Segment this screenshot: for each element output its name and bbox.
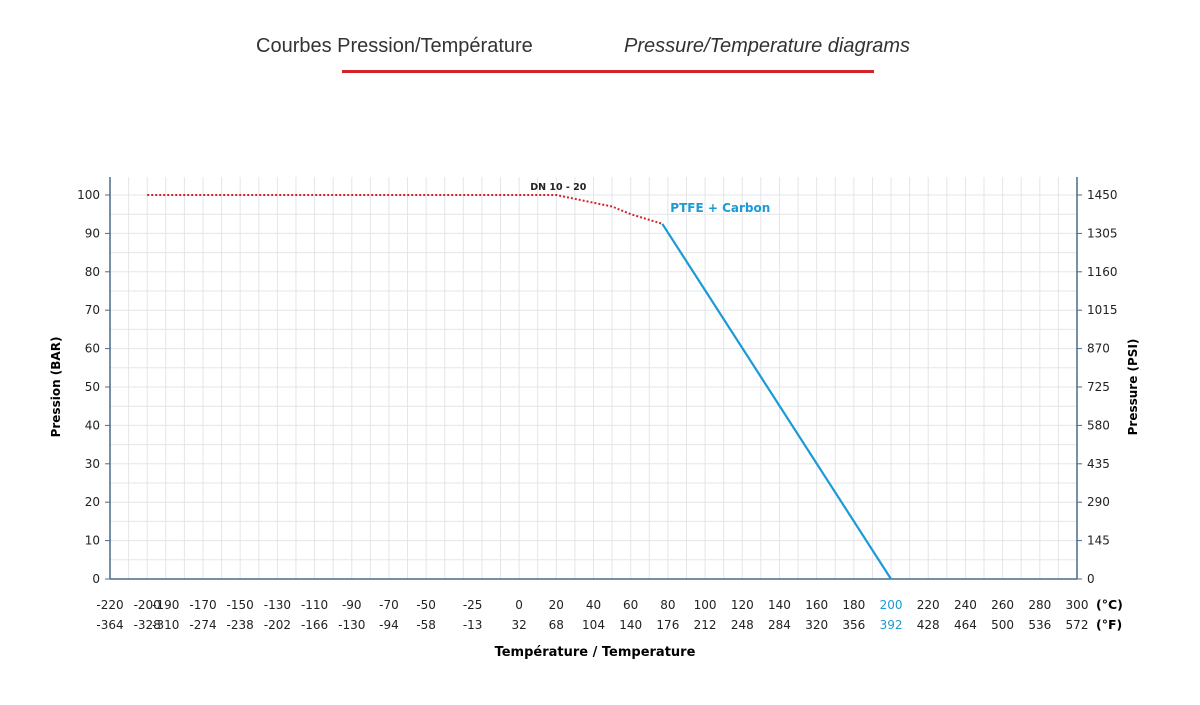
x-unit-celsius: (°C) (1096, 597, 1123, 612)
series-label-dn: DN 10 - 20 (530, 182, 587, 193)
y-tick-label-left: 80 (85, 265, 100, 279)
x-tick-label-fahrenheit: -364 (96, 618, 123, 632)
x-tick-label-celsius: 180 (842, 598, 865, 612)
y-tick-label-left: 30 (85, 457, 100, 471)
y-tick-label-right: 0 (1087, 572, 1095, 586)
x-tick-label-celsius: 80 (660, 598, 675, 612)
x-tick-label-fahrenheit: -238 (227, 618, 254, 632)
x-tick-label-celsius: 40 (586, 598, 601, 612)
x-tick-label-fahrenheit: 176 (656, 618, 679, 632)
x-tick-label-celsius: 20 (549, 598, 564, 612)
y-tick-label-right: 1160 (1087, 265, 1118, 279)
x-tick-label-fahrenheit: 212 (694, 618, 717, 632)
x-tick-label-celsius: -170 (189, 598, 216, 612)
x-tick-label-celsius: 300 (1066, 598, 1089, 612)
x-unit-fahrenheit: (°F) (1096, 617, 1122, 632)
x-tick-label-celsius: -70 (379, 598, 399, 612)
y-tick-label-right: 1305 (1087, 226, 1118, 240)
x-tick-label-celsius: -150 (227, 598, 254, 612)
x-tick-label-fahrenheit: -58 (416, 618, 436, 632)
grid (109, 177, 1078, 580)
x-tick-label-fahrenheit: 320 (805, 618, 828, 632)
x-tick-label-celsius: -25 (463, 598, 483, 612)
tick-labels: 0 10 20 30 40 50 60 70 80 90 100 0 145 290 435 580 725 87… (77, 188, 1117, 632)
x-tick-label-celsius: 160 (805, 598, 828, 612)
title-french: Courbes Pression/Température (256, 35, 533, 57)
x-tick-label-fahrenheit: -94 (379, 618, 399, 632)
x-tick-label-celsius: -190 (152, 598, 179, 612)
page-header: Courbes Pression/Température Pressure/Te… (0, 33, 1200, 83)
y-tick-label-left: 90 (85, 226, 100, 240)
title-english: Pressure/Temperature diagrams (624, 35, 911, 57)
x-tick-label-fahrenheit: 392 (880, 618, 903, 632)
x-tick-label-celsius: -130 (264, 598, 291, 612)
series-label-ptfe-carbon: PTFE + Carbon (670, 201, 770, 215)
x-tick-label-fahrenheit: -13 (463, 618, 483, 632)
y-tick-label-right: 870 (1087, 342, 1110, 356)
x-tick-label-celsius: 280 (1028, 598, 1051, 612)
x-tick-label-fahrenheit: -328 (134, 618, 161, 632)
x-tick-label-fahrenheit: 284 (768, 618, 791, 632)
x-tick-label-celsius: 120 (731, 598, 754, 612)
y-tick-label-right: 1450 (1087, 188, 1118, 202)
y-tick-label-left: 50 (85, 380, 100, 394)
x-tick-label-fahrenheit: 32 (511, 618, 526, 632)
x-tick-label-celsius: -110 (301, 598, 328, 612)
x-tick-label-fahrenheit: 572 (1066, 618, 1089, 632)
x-axis-label: Température / Temperature (495, 645, 696, 660)
y-tick-label-left: 40 (85, 418, 100, 432)
x-tick-label-celsius: 200 (880, 598, 903, 612)
x-tick-label-celsius: -220 (96, 598, 123, 612)
x-tick-label-fahrenheit: 464 (954, 618, 977, 632)
x-tick-label-celsius: -200 (134, 598, 161, 612)
x-tick-label-celsius: 60 (623, 598, 638, 612)
x-tick-label-fahrenheit: 68 (549, 618, 564, 632)
x-tick-label-celsius: 140 (768, 598, 791, 612)
x-tick-label-fahrenheit: 536 (1028, 618, 1051, 632)
x-tick-label-fahrenheit: -202 (264, 618, 291, 632)
x-tick-label-celsius: 260 (991, 598, 1014, 612)
title-underline (342, 70, 874, 73)
x-tick-label-fahrenheit: -130 (338, 618, 365, 632)
x-tick-label-celsius: -90 (342, 598, 362, 612)
x-tick-label-fahrenheit: 248 (731, 618, 754, 632)
x-tick-label-fahrenheit: -166 (301, 618, 328, 632)
x-tick-label-celsius: 0 (515, 598, 523, 612)
y-tick-label-right: 435 (1087, 457, 1110, 471)
x-tick-label-fahrenheit: 104 (582, 618, 605, 632)
x-tick-label-celsius: 240 (954, 598, 977, 612)
x-tick-label-fahrenheit: 500 (991, 618, 1014, 632)
y-axis-label-right: Pressure (PSI) (1126, 339, 1140, 436)
y-tick-label-right: 580 (1087, 418, 1110, 432)
y-tick-label-right: 145 (1087, 534, 1110, 548)
series-line-dn-10-20 (147, 194, 663, 225)
x-tick-label-celsius: 100 (694, 598, 717, 612)
x-tick-label-celsius: 220 (917, 598, 940, 612)
y-tick-label-right: 725 (1087, 380, 1110, 394)
y-tick-label-left: 100 (77, 188, 100, 202)
series: DN 10 - 20 PTFE + Carbon (147, 182, 892, 580)
y-tick-label-left: 10 (85, 534, 100, 548)
x-tick-label-fahrenheit: -310 (152, 618, 179, 632)
x-tick-label-celsius: -50 (416, 598, 436, 612)
x-tick-label-fahrenheit: 356 (842, 618, 865, 632)
y-tick-label-left: 20 (85, 495, 100, 509)
y-axis-label-left: Pression (BAR) (49, 337, 63, 438)
series-line-ptfe-carbon (661, 223, 892, 580)
y-tick-label-left: 0 (92, 572, 100, 586)
axes (105, 177, 1082, 580)
x-tick-label-fahrenheit: 428 (917, 618, 940, 632)
y-tick-label-left: 60 (85, 342, 100, 356)
x-tick-label-fahrenheit: -274 (189, 618, 216, 632)
y-tick-label-left: 70 (85, 303, 100, 317)
y-tick-label-right: 290 (1087, 495, 1110, 509)
x-tick-label-fahrenheit: 140 (619, 618, 642, 632)
y-tick-label-right: 1015 (1087, 303, 1118, 317)
